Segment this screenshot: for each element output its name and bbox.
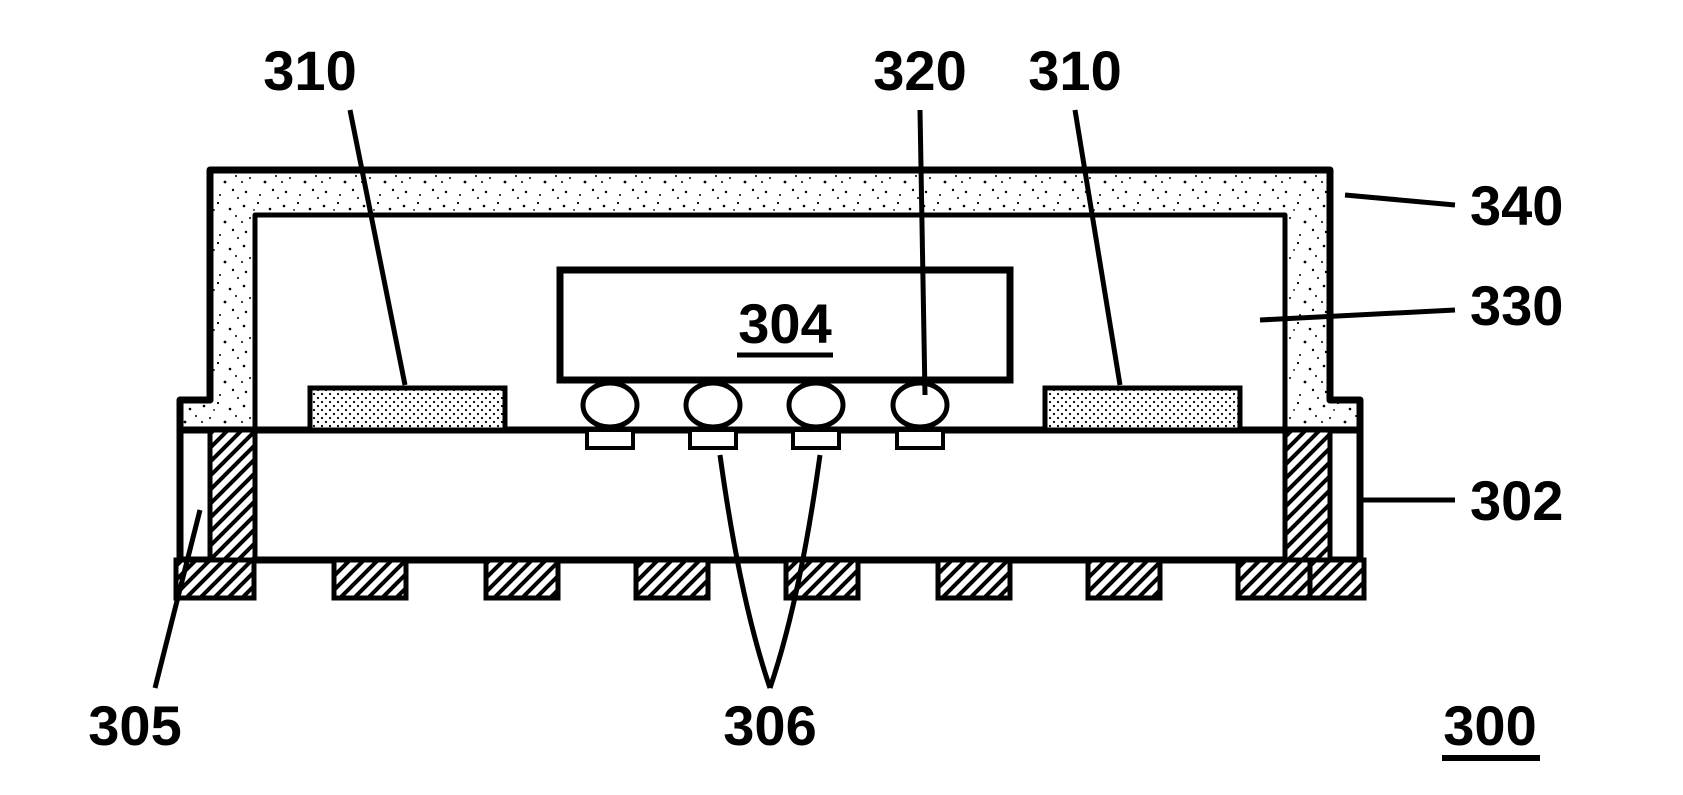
leader — [1075, 110, 1120, 385]
via-right-305 — [1285, 430, 1330, 560]
leader — [1345, 195, 1455, 205]
bottom-pad-5 — [938, 560, 1010, 598]
top-pad-306-3 — [793, 430, 839, 448]
substrate-302 — [180, 430, 1360, 560]
label-302: 302 — [1470, 469, 1563, 532]
bottom-pad-3 — [636, 560, 708, 598]
via-left-305 — [210, 430, 255, 560]
bottom-pad-1 — [334, 560, 406, 598]
bump-320-3 — [789, 383, 843, 427]
bump-320-4 — [893, 383, 947, 427]
component-310-left — [310, 388, 505, 430]
bottom-pad-2 — [486, 560, 558, 598]
bottom-pad-7 — [1238, 560, 1310, 598]
bottom-pad-6 — [1088, 560, 1160, 598]
top-pad-306-4 — [897, 430, 943, 448]
label-320: 320 — [873, 39, 966, 102]
package-cross-section-diagram: 304 310 320 310 340 330 302 305 306 300 — [0, 0, 1683, 795]
label-340: 340 — [1470, 174, 1563, 237]
label-310: 310 — [1028, 39, 1121, 102]
label-330: 330 — [1470, 274, 1563, 337]
bump-320-1 — [583, 383, 637, 427]
component-310-right — [1045, 388, 1240, 430]
leader — [350, 110, 405, 385]
label-310: 310 — [263, 39, 356, 102]
label-304: 304 — [738, 292, 831, 355]
geometry — [176, 170, 1364, 598]
top-pad-306-2 — [690, 430, 736, 448]
label-300: 300 — [1443, 694, 1536, 757]
label-306: 306 — [723, 694, 816, 757]
top-pad-306-1 — [587, 430, 633, 448]
bump-320-2 — [686, 383, 740, 427]
label-305: 305 — [88, 694, 181, 757]
